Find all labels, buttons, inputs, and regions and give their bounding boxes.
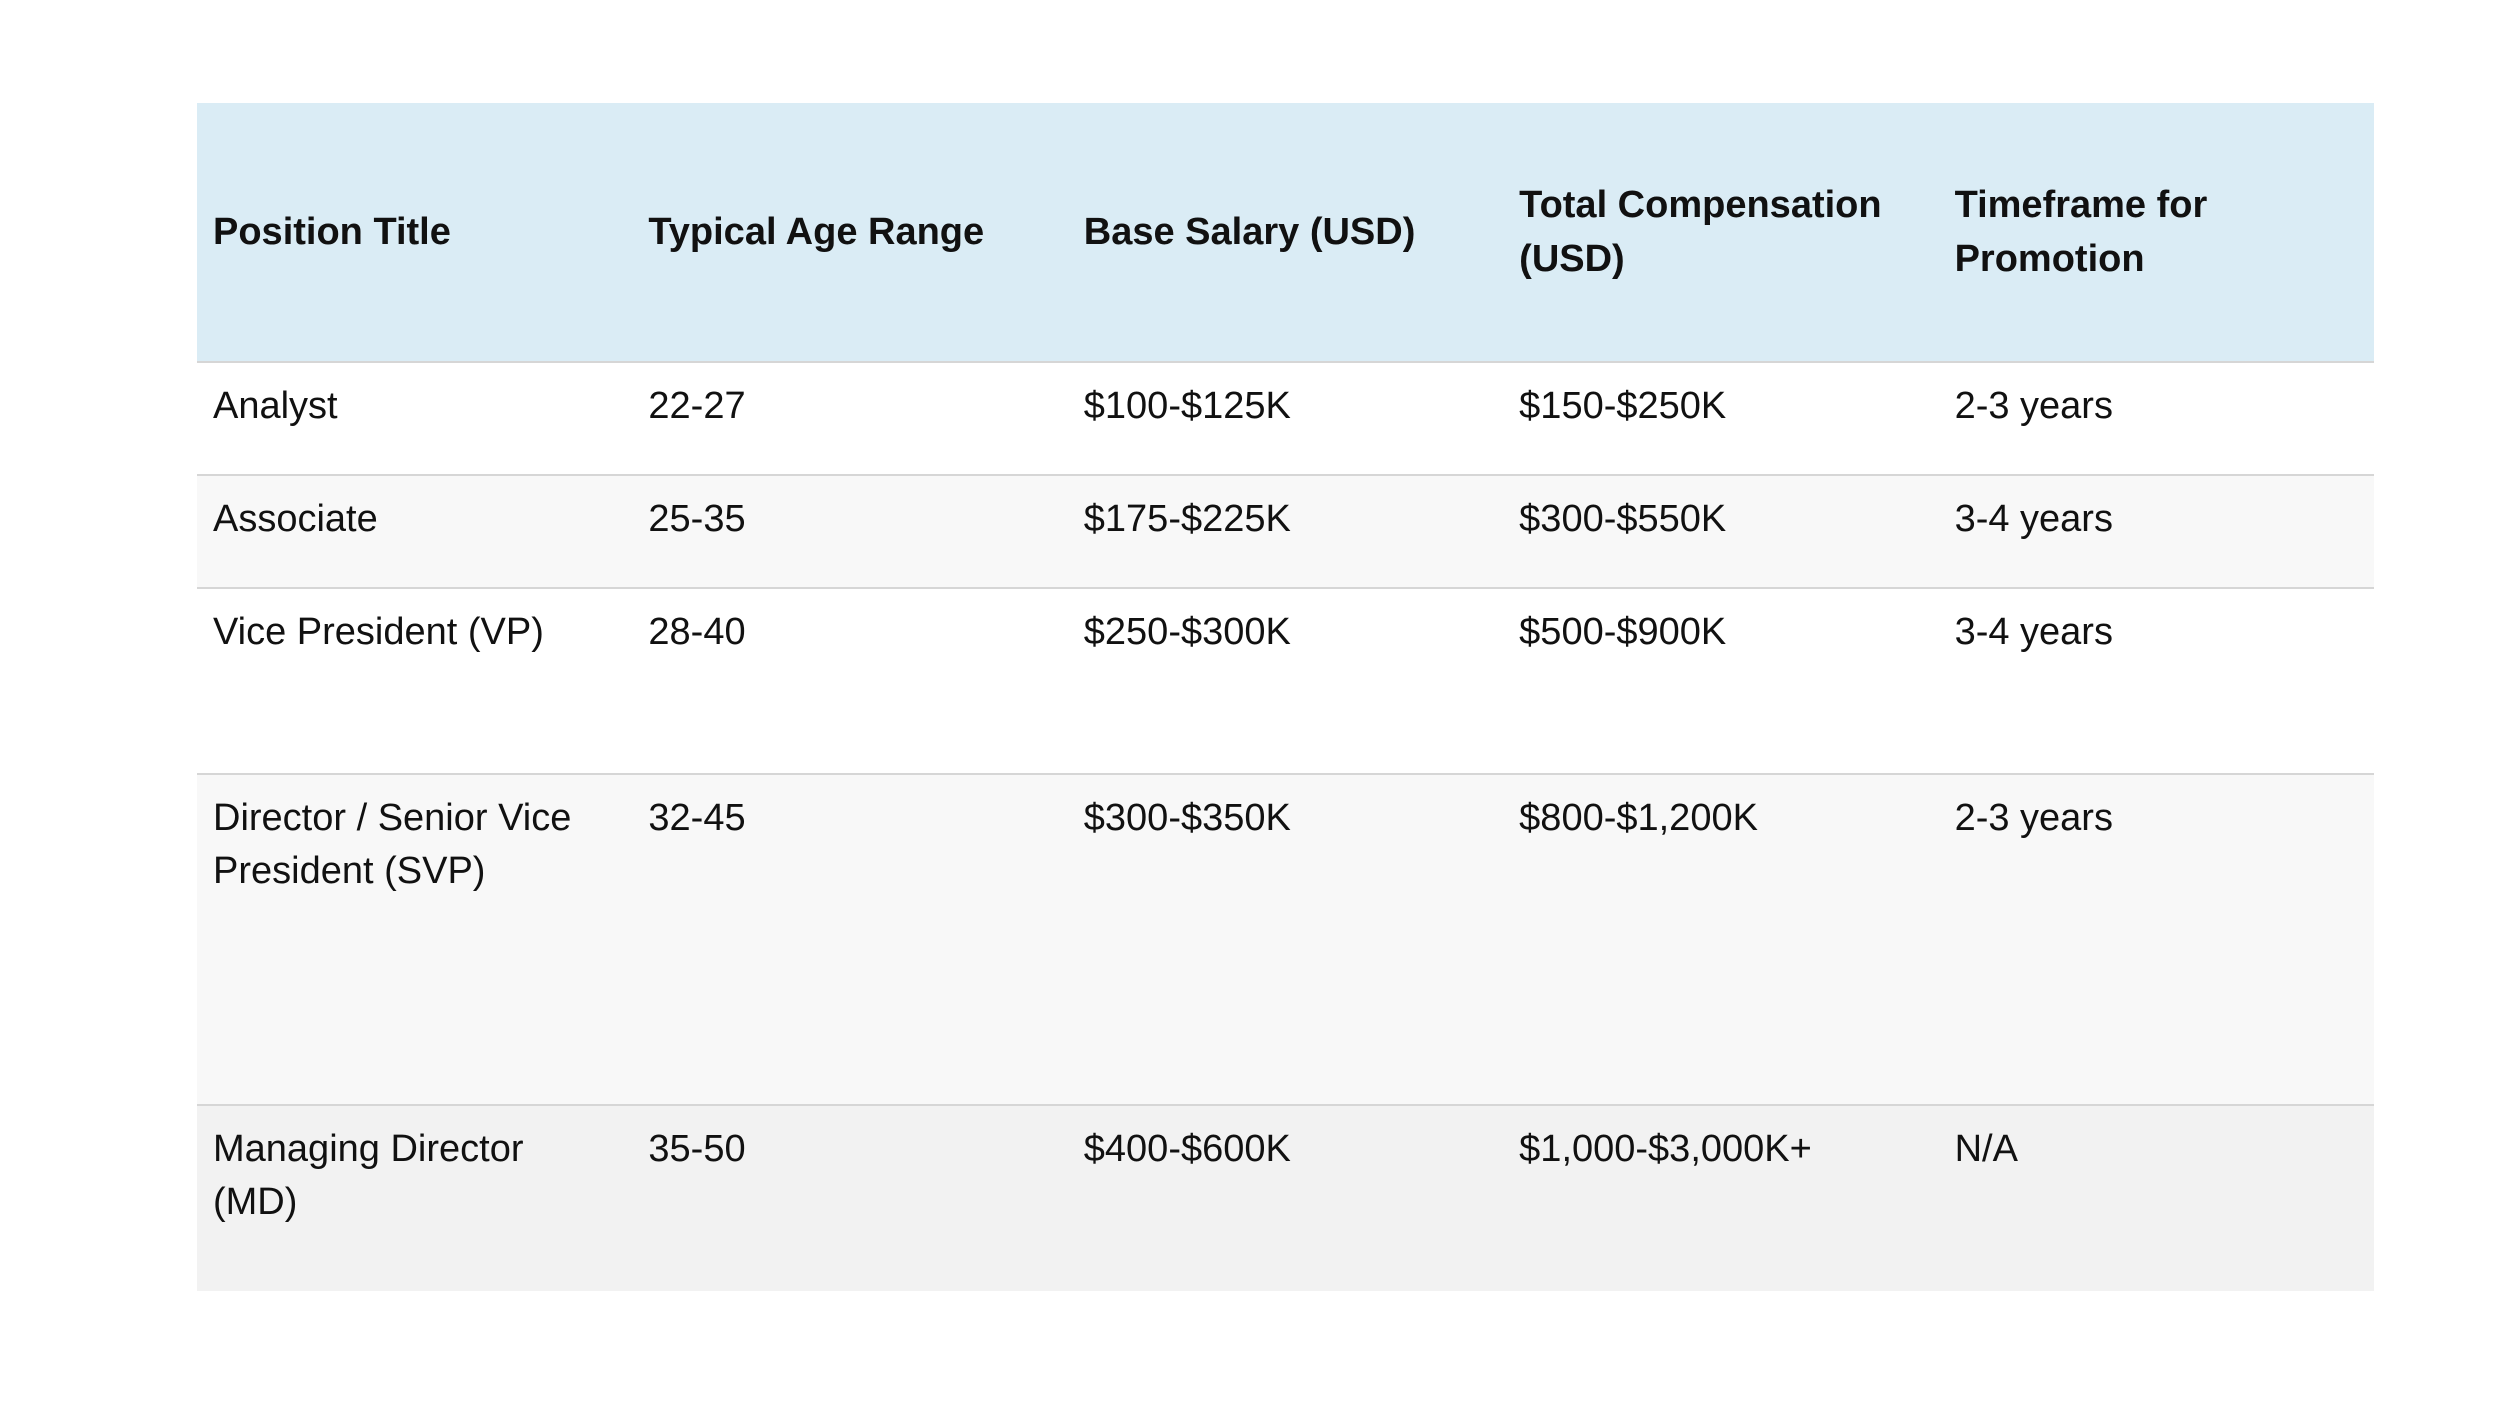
table-row: Managing Director (MD) 35-50 $400-$600K …: [197, 1105, 2374, 1291]
table-row: Associate 25-35 $175-$225K $300-$550K 3-…: [197, 475, 2374, 588]
table-header-row: Position Title Typical Age Range Base Sa…: [197, 103, 2374, 362]
cell-age-range: 35-50: [648, 1128, 746, 1170]
header-position-title: Position Title: [213, 211, 451, 253]
cell-age-range: 25-35: [648, 498, 746, 540]
header-typical-age-range: Typical Age Range: [648, 211, 985, 253]
cell-base-salary: $100-$125K: [1083, 385, 1291, 427]
cell-age-range: 32-45: [648, 797, 746, 839]
cell-age-range: 28-40: [648, 611, 746, 653]
cell-base-salary: $250-$300K: [1083, 611, 1291, 653]
table-row: Vice President (VP) 28-40 $250-$300K $50…: [197, 588, 2374, 774]
header-total-compensation: Total Compensation (USD): [1519, 184, 1882, 280]
cell-promotion-timeframe: N/A: [1954, 1128, 2018, 1170]
cell-position-title: Associate: [213, 498, 378, 540]
cell-base-salary: $175-$225K: [1083, 498, 1291, 540]
cell-position-title: Director / Senior Vice President (SVP): [213, 797, 572, 892]
table-row: Director / Senior Vice President (SVP) 3…: [197, 774, 2374, 1105]
header-base-salary: Base Salary (USD): [1083, 211, 1416, 253]
cell-total-compensation: $1,000-$3,000K+: [1519, 1128, 1812, 1170]
cell-position-title: Managing Director (MD): [213, 1128, 524, 1223]
cell-age-range: 22-27: [648, 385, 746, 427]
cell-total-compensation: $150-$250K: [1519, 385, 1727, 427]
cell-total-compensation: $800-$1,200K: [1519, 797, 1758, 839]
compensation-table: Position Title Typical Age Range Base Sa…: [197, 103, 2374, 1291]
table-row: Analyst 22-27 $100-$125K $150-$250K 2-3 …: [197, 362, 2374, 475]
cell-total-compensation: $500-$900K: [1519, 611, 1727, 653]
cell-position-title: Vice President (VP): [213, 611, 544, 653]
cell-promotion-timeframe: 3-4 years: [1954, 611, 2113, 653]
cell-promotion-timeframe: 2-3 years: [1954, 797, 2113, 839]
cell-promotion-timeframe: 3-4 years: [1954, 498, 2113, 540]
cell-base-salary: $400-$600K: [1083, 1128, 1291, 1170]
header-timeframe-for-promotion: Timeframe for Promotion: [1954, 184, 2208, 280]
cell-base-salary: $300-$350K: [1083, 797, 1291, 839]
cell-total-compensation: $300-$550K: [1519, 498, 1727, 540]
cell-position-title: Analyst: [213, 385, 338, 427]
cell-promotion-timeframe: 2-3 years: [1954, 385, 2113, 427]
